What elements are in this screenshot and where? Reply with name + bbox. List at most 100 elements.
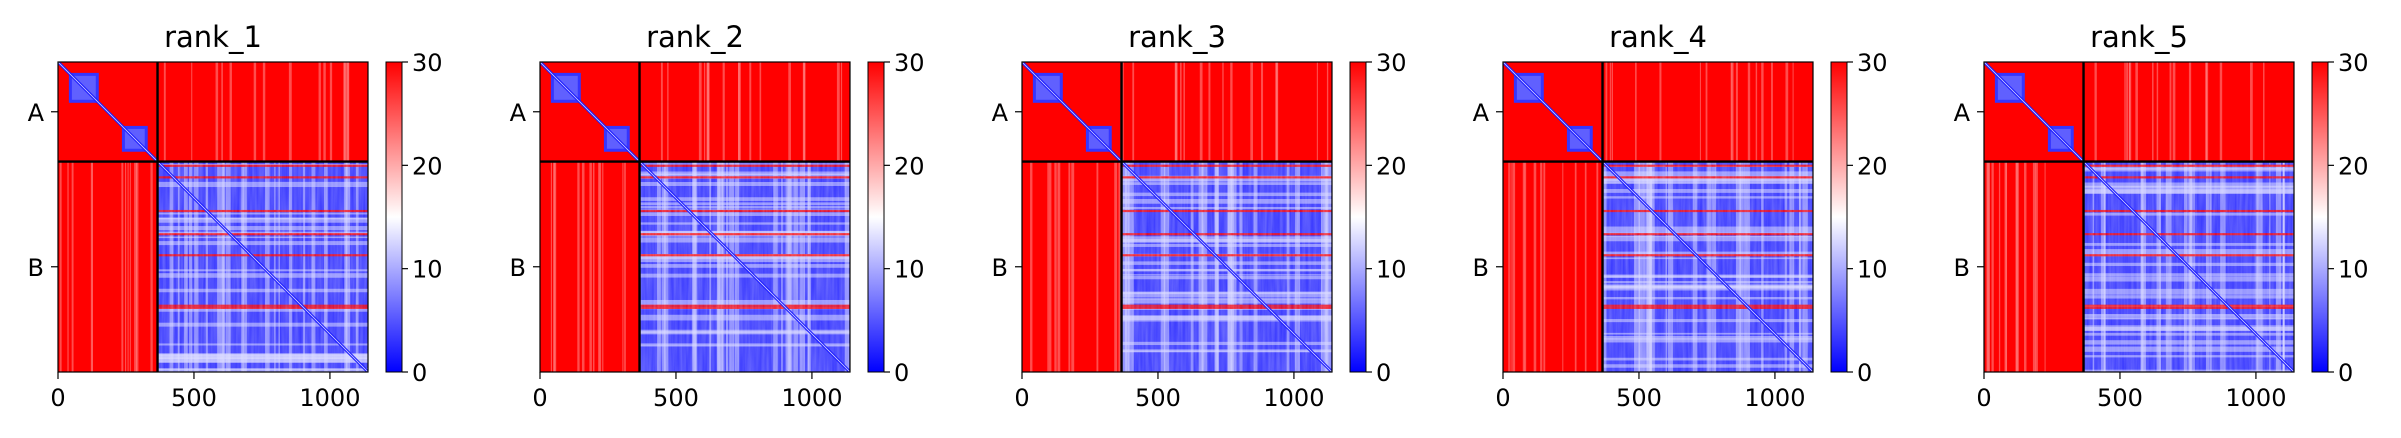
- block-AB-streak: [2135, 62, 2138, 162]
- block-AB-streak: [1208, 62, 1211, 162]
- block-AB-streak: [1180, 62, 1182, 162]
- block-BA-streak: [127, 161, 129, 372]
- block-AB-streak: [329, 62, 333, 162]
- colorbar: [1830, 61, 1848, 373]
- block-BA-streak: [1047, 161, 1049, 372]
- x-tick-label: 1000: [2225, 384, 2286, 412]
- block-BA-streak: [1596, 161, 1599, 372]
- block-AB-streak: [2094, 62, 2097, 162]
- block-AB-streak: [1222, 62, 1224, 162]
- chart-title: rank_1: [164, 20, 262, 54]
- heatmap-panel-4: rank_4 0 500 1000 A B 0 10 20 30: [1473, 20, 1888, 412]
- block-AB-streak: [1121, 62, 1124, 162]
- colorbar-tick-label: 20: [894, 152, 925, 180]
- heatmap-panel-3: rank_3 0 500 1000 A B 0 10 20 30: [992, 20, 1407, 412]
- block-AB-streak: [215, 62, 219, 162]
- block-BA-streak: [59, 161, 62, 372]
- y-tick-label: B: [1954, 254, 1970, 282]
- block-AB-streak: [262, 62, 266, 162]
- y-tick-label: A: [28, 99, 45, 127]
- block-AB-streak: [840, 62, 843, 162]
- chart-title: rank_4: [1609, 20, 1707, 54]
- colorbar: [2311, 61, 2329, 373]
- heatmap-matrix: [58, 62, 368, 372]
- y-tick-label: A: [1954, 99, 1971, 127]
- block-AB-streak: [704, 62, 706, 162]
- colorbar-tick-label: 0: [412, 359, 427, 387]
- block-BA-streak: [1522, 161, 1526, 372]
- axes-frame: [1021, 61, 1333, 373]
- y-tick-label: A: [510, 99, 527, 127]
- block-AB-streak: [2188, 62, 2192, 162]
- block-AB-streak: [221, 62, 223, 162]
- colorbar-tick-label: 10: [412, 256, 443, 284]
- block-BA-streak: [2032, 161, 2036, 372]
- block-AB-streak: [802, 62, 806, 162]
- diagonal-highlight: [1984, 62, 2294, 372]
- block-BA-streak: [1998, 161, 2001, 372]
- x-tick-label: 1000: [299, 384, 360, 412]
- block-AB-streak: [2152, 62, 2154, 162]
- block-AB-streak: [1771, 62, 1773, 162]
- block-AB-streak: [1761, 62, 1764, 162]
- x-tick-label: 0: [532, 384, 547, 412]
- block-AB-streak: [345, 62, 348, 162]
- block-AB-streak: [1705, 62, 1708, 162]
- block-AB-streak: [1183, 62, 1185, 162]
- block-AB-streak: [1755, 62, 1758, 162]
- block-BA-streak: [1048, 161, 1052, 372]
- block-BA-streak: [2024, 161, 2027, 372]
- block-BA-streak: [1096, 161, 1099, 372]
- block-BA-streak: [624, 161, 626, 372]
- block-AB-streak: [343, 62, 346, 162]
- x-tick-label: 1000: [781, 384, 842, 412]
- x-tick-label: 1000: [1263, 384, 1324, 412]
- axes-frame: [1502, 61, 1814, 373]
- block-BA-streak: [1533, 161, 1537, 372]
- block-AB-streak: [1635, 62, 1637, 162]
- x-tick-label: 500: [653, 384, 699, 412]
- block-AB-streak: [2263, 62, 2265, 162]
- colorbar-tick-label: 20: [1857, 152, 1888, 180]
- block-BA-streak: [1543, 161, 1546, 372]
- axes-frame: [1983, 61, 2295, 373]
- block-BA-streak: [1071, 161, 1075, 372]
- colorbar-tick-label: 20: [412, 152, 443, 180]
- colorbar-tick-label: 10: [894, 256, 925, 284]
- block-AB-streak: [1609, 62, 1611, 162]
- block-AB-streak: [660, 62, 663, 162]
- x-tick-label: 500: [1616, 384, 1662, 412]
- heatmap-panel-2: rank_2 0 500 1000 A B 0 10 20 30: [510, 20, 925, 412]
- y-tick-label: A: [992, 99, 1009, 127]
- x-tick-label: 500: [2097, 384, 2143, 412]
- x-tick-label: 500: [1135, 384, 1181, 412]
- chart-title: rank_5: [2090, 20, 2188, 54]
- block-AB-streak: [1659, 62, 1662, 162]
- colorbar-tick-label: 20: [2338, 152, 2369, 180]
- colorbar-tick-label: 30: [1857, 49, 1888, 77]
- block-AB-streak: [253, 62, 257, 162]
- colorbar-tick-label: 20: [1376, 152, 1407, 180]
- block-BA-streak: [1987, 161, 1990, 372]
- block-AB-streak: [749, 62, 752, 162]
- block-AB-streak: [2124, 62, 2126, 162]
- block-AB-streak: [788, 62, 791, 162]
- heatmap-matrix: [1503, 62, 1813, 372]
- block-BA-streak: [129, 161, 131, 372]
- block-BA-streak: [124, 161, 127, 372]
- block-AB-streak: [2169, 62, 2172, 162]
- block-AB-streak: [1230, 62, 1233, 162]
- block-AB-streak: [2156, 62, 2159, 162]
- block-AB-streak: [2219, 62, 2223, 162]
- block-AB-streak: [698, 62, 702, 162]
- colorbar-tick-label: 0: [2338, 359, 2353, 387]
- axes-frame: [539, 61, 851, 373]
- x-tick-label: 0: [1495, 384, 1510, 412]
- block-BA-streak: [2044, 161, 2046, 372]
- block-AB-streak: [1735, 62, 1738, 162]
- block-AB-streak: [163, 62, 166, 162]
- heatmap-matrix: [1984, 62, 2294, 372]
- block-BA-streak: [1584, 161, 1587, 372]
- block-BA-streak: [2035, 161, 2038, 372]
- block-AB-streak: [1260, 62, 1264, 162]
